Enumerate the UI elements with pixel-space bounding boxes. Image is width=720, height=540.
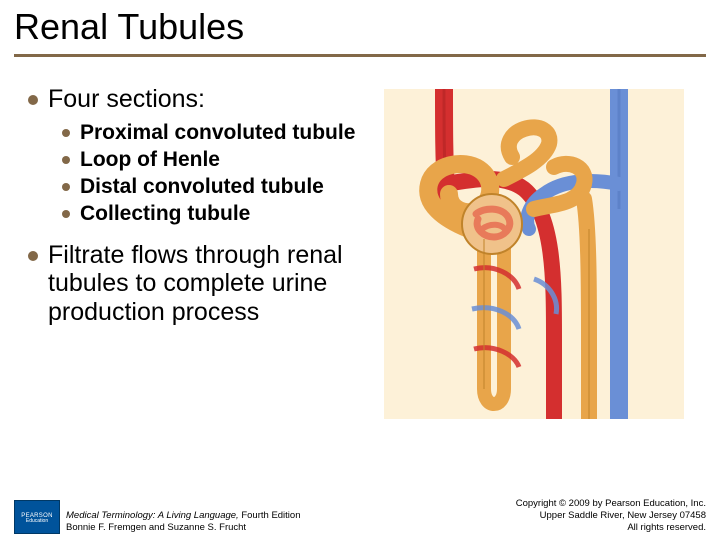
slide-title: Renal Tubules bbox=[14, 6, 706, 48]
sub-bullet-text: Loop of Henle bbox=[80, 147, 220, 172]
bullet-icon bbox=[28, 251, 38, 261]
glomerulus bbox=[462, 194, 522, 254]
copyright: Copyright © 2009 by Pearson Education, I… bbox=[516, 498, 706, 534]
text-column: Four sections: Proximal convoluted tubul… bbox=[28, 85, 368, 419]
copyright-line3: All rights reserved. bbox=[627, 522, 706, 533]
sub-bullet-text: Collecting tubule bbox=[80, 201, 250, 226]
sub-bullet-collecting: Collecting tubule bbox=[62, 201, 368, 226]
bullet-icon bbox=[62, 156, 70, 164]
sub-bullet-text: Distal convoluted tubule bbox=[80, 174, 324, 199]
book-edition: Fourth Edition bbox=[239, 510, 301, 521]
diagram-background bbox=[384, 89, 684, 419]
bullet-icon bbox=[28, 95, 38, 105]
sub-bullet-distal: Distal convoluted tubule bbox=[62, 174, 368, 199]
book-authors: Bonnie F. Fremgen and Suzanne S. Frucht bbox=[66, 522, 246, 533]
copyright-line1: Copyright © 2009 by Pearson Education, I… bbox=[516, 498, 706, 509]
copyright-line2: Upper Saddle River, New Jersey 07458 bbox=[540, 510, 706, 521]
book-title: Medical Terminology: A Living Language, bbox=[66, 510, 239, 521]
image-column bbox=[368, 85, 700, 419]
pearson-logo: PEARSON Education bbox=[14, 500, 60, 534]
nephron-diagram bbox=[384, 89, 684, 419]
sub-bullet-text: Proximal convoluted tubule bbox=[80, 120, 355, 145]
book-info: Medical Terminology: A Living Language, … bbox=[66, 510, 301, 534]
bullet-text: Four sections: bbox=[48, 85, 205, 114]
slide-body: Four sections: Proximal convoluted tubul… bbox=[0, 57, 720, 419]
bullet-icon bbox=[62, 183, 70, 191]
footer: PEARSON Education Medical Terminology: A… bbox=[0, 498, 720, 534]
bullet-icon bbox=[62, 210, 70, 218]
sub-bullet-loop: Loop of Henle bbox=[62, 147, 368, 172]
sub-bullet-proximal: Proximal convoluted tubule bbox=[62, 120, 368, 145]
bullet-icon bbox=[62, 129, 70, 137]
sub-bullet-list: Proximal convoluted tubule Loop of Henle… bbox=[62, 120, 368, 227]
logo-sub: Education bbox=[26, 519, 48, 524]
bullet-four-sections: Four sections: bbox=[28, 85, 368, 114]
bullet-filtrate: Filtrate flows through renal tubules to … bbox=[28, 241, 368, 327]
bullet-text: Filtrate flows through renal tubules to … bbox=[48, 241, 368, 327]
